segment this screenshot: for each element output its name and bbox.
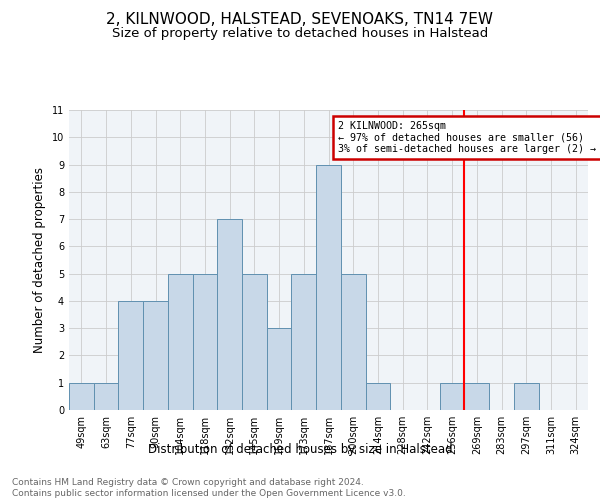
Bar bbox=[118, 301, 143, 410]
Bar bbox=[242, 274, 267, 410]
Bar bbox=[341, 274, 365, 410]
Bar bbox=[514, 382, 539, 410]
Text: Distribution of detached houses by size in Halstead: Distribution of detached houses by size … bbox=[148, 442, 452, 456]
Text: Contains HM Land Registry data © Crown copyright and database right 2024.
Contai: Contains HM Land Registry data © Crown c… bbox=[12, 478, 406, 498]
Text: 2, KILNWOOD, HALSTEAD, SEVENOAKS, TN14 7EW: 2, KILNWOOD, HALSTEAD, SEVENOAKS, TN14 7… bbox=[107, 12, 493, 28]
Bar bbox=[267, 328, 292, 410]
Text: 2 KILNWOOD: 265sqm
← 97% of detached houses are smaller (56)
3% of semi-detached: 2 KILNWOOD: 265sqm ← 97% of detached hou… bbox=[338, 121, 596, 154]
Bar bbox=[217, 219, 242, 410]
Text: Size of property relative to detached houses in Halstead: Size of property relative to detached ho… bbox=[112, 28, 488, 40]
Y-axis label: Number of detached properties: Number of detached properties bbox=[34, 167, 46, 353]
Bar bbox=[316, 164, 341, 410]
Bar bbox=[464, 382, 489, 410]
Bar bbox=[193, 274, 217, 410]
Bar bbox=[292, 274, 316, 410]
Bar bbox=[440, 382, 464, 410]
Bar bbox=[69, 382, 94, 410]
Bar bbox=[168, 274, 193, 410]
Bar bbox=[365, 382, 390, 410]
Bar bbox=[94, 382, 118, 410]
Bar bbox=[143, 301, 168, 410]
